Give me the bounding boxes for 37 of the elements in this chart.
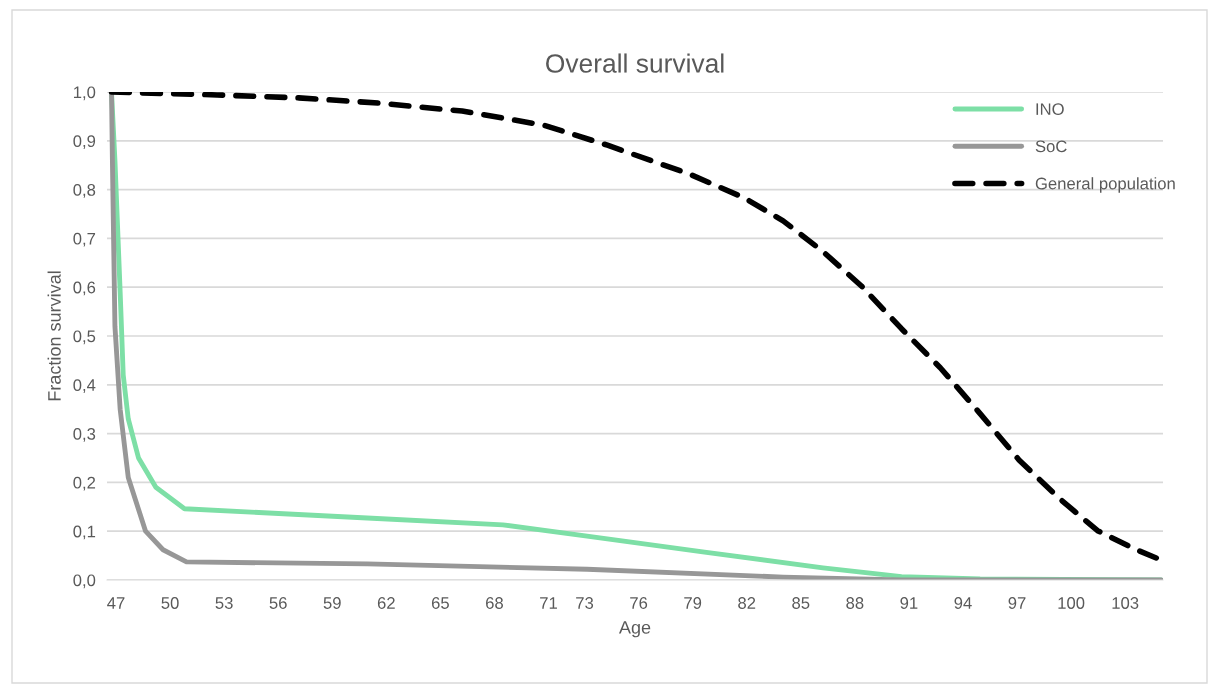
- x-tick-label: 79: [684, 597, 702, 609]
- x-tick-label: 53: [215, 597, 233, 609]
- x-tick-label: 76: [630, 597, 648, 609]
- x-tick-label: 94: [954, 597, 972, 609]
- x-tick-label: 88: [846, 597, 864, 609]
- x-tick-label: 100: [1058, 597, 1085, 609]
- y-tick-label: 1,0: [73, 86, 96, 101]
- x-tick-label: 56: [269, 597, 287, 609]
- x-tick-label: 73: [576, 597, 594, 609]
- x-tick-label: 68: [486, 597, 503, 609]
- y-tick-label: 0,4: [73, 379, 96, 393]
- x-tick-label: 47: [107, 597, 125, 609]
- y-tick-label: 0,6: [73, 281, 96, 296]
- legend-label: INO: [1036, 103, 1064, 116]
- y-tick-label: 0,3: [73, 428, 96, 442]
- x-tick-label: 85: [792, 597, 810, 609]
- y-axis-title: Fraction survival: [47, 271, 61, 401]
- x-tick-label: 97: [1008, 597, 1026, 609]
- legend-label: SoC: [1035, 140, 1067, 153]
- y-tick-label: 0,5: [73, 330, 96, 345]
- x-tick-label: 82: [738, 597, 756, 609]
- x-axis-title: Age: [618, 621, 651, 638]
- y-tick-label: 0,7: [73, 232, 96, 247]
- chart-title: Overall survival: [546, 53, 724, 73]
- y-tick-label: 0,2: [73, 476, 96, 491]
- x-tick-label: 50: [161, 597, 179, 609]
- x-tick-label: 59: [323, 597, 341, 609]
- y-tick-label: 0,0: [73, 574, 96, 589]
- legend-label: General population: [1035, 177, 1175, 193]
- x-tick-label: 62: [377, 597, 395, 609]
- y-tick-label: 0,9: [73, 135, 96, 149]
- y-tick-label: 0,8: [73, 184, 96, 198]
- x-tick-label: 91: [900, 597, 918, 609]
- x-tick-label: 71: [540, 597, 557, 609]
- x-tick-label: 65: [431, 597, 449, 609]
- y-tick-label: 0,1: [73, 525, 96, 540]
- x-tick-label: 103: [1112, 597, 1139, 609]
